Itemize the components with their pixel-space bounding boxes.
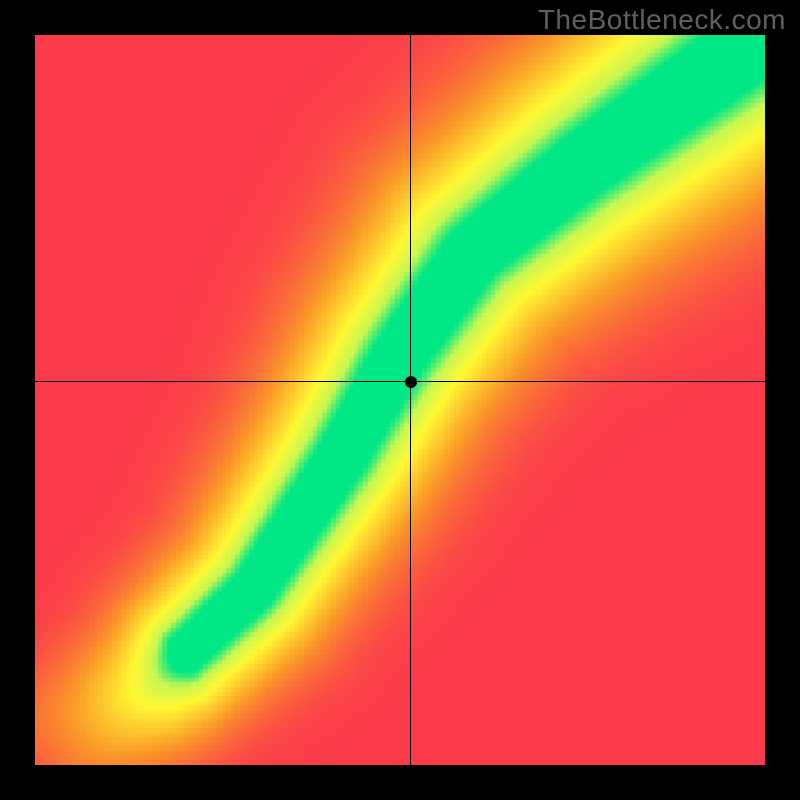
chart-outer-frame bbox=[0, 0, 800, 800]
crosshair-marker bbox=[405, 376, 417, 388]
watermark-label: TheBottleneck.com bbox=[538, 4, 786, 36]
crosshair-horizontal bbox=[35, 381, 765, 382]
crosshair-vertical bbox=[410, 35, 411, 765]
heatmap-plot-area bbox=[35, 35, 765, 765]
heatmap-canvas bbox=[35, 35, 765, 765]
